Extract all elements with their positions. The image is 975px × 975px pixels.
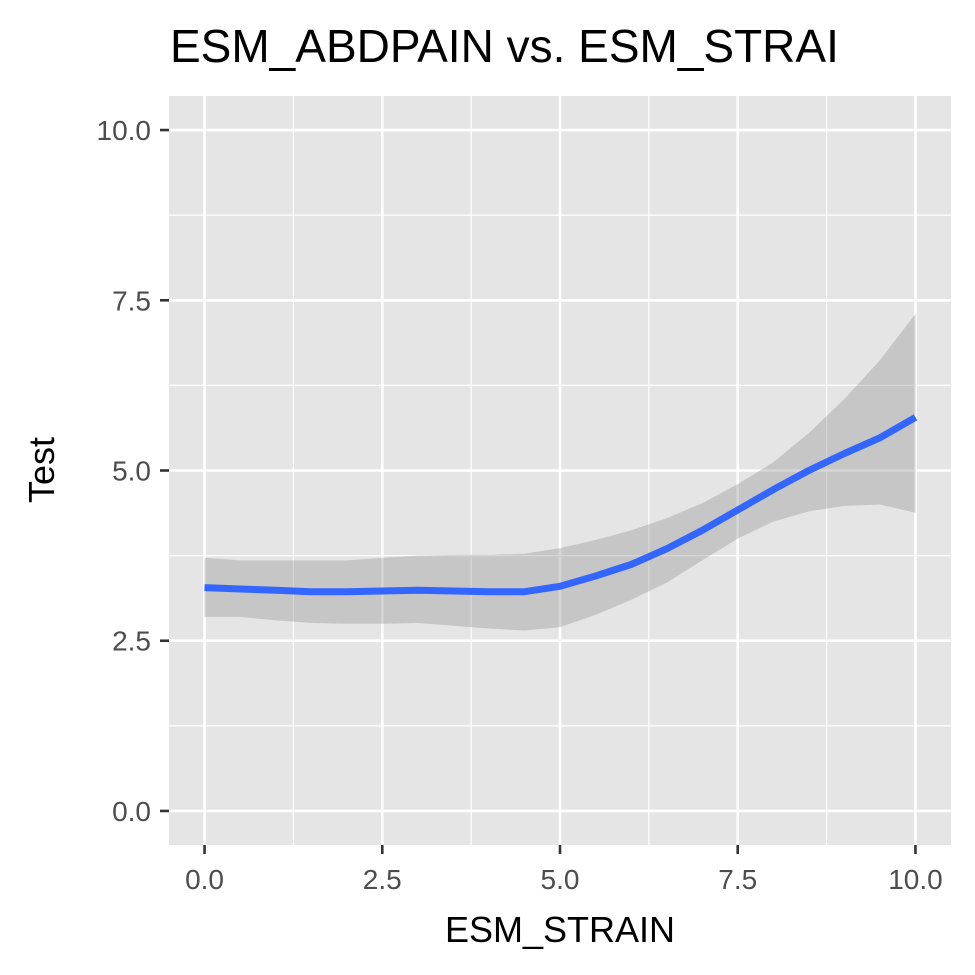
confidence-ribbon — [204, 313, 916, 631]
y-axis: 0.0 2.5 5.0 7.5 10.0 — [97, 115, 169, 827]
y-tick-label: 5.0 — [112, 456, 151, 487]
y-tick-label: 10.0 — [97, 115, 152, 146]
x-tick-label: 10.0 — [888, 864, 943, 895]
x-tick-label: 7.5 — [718, 864, 757, 895]
x-axis-title: ESM_STRAIN — [445, 909, 675, 950]
y-tick-label: 7.5 — [112, 285, 151, 316]
x-tick-label: 2.5 — [363, 864, 402, 895]
x-tick-label: 5.0 — [541, 864, 580, 895]
y-tick-label: 0.0 — [112, 796, 151, 827]
smooth-line — [204, 414, 918, 596]
y-axis-title: Test — [21, 437, 62, 503]
x-tick-label: 0.0 — [185, 864, 224, 895]
chart-title: ESM_ABDPAIN vs. ESM_STRAI — [170, 20, 839, 72]
x-axis: 0.0 2.5 5.0 7.5 10.0 — [185, 845, 943, 895]
major-gridlines — [169, 96, 951, 845]
y-tick-label: 2.5 — [112, 626, 151, 657]
